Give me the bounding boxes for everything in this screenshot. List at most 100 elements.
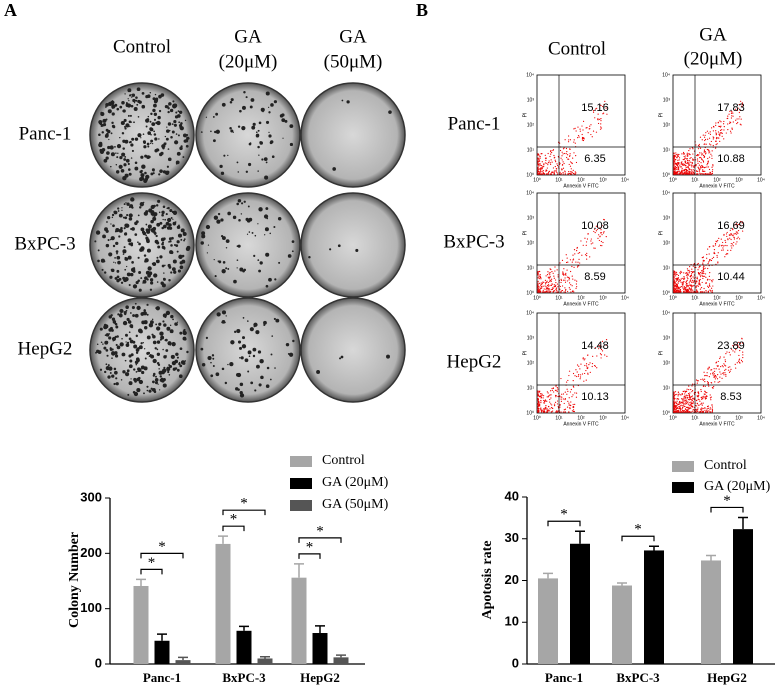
cell-event <box>602 242 603 243</box>
cell-event <box>547 396 548 397</box>
cell-event <box>682 282 683 283</box>
cell-event <box>735 233 736 234</box>
colony <box>174 140 178 144</box>
colony <box>153 205 154 206</box>
cell-event <box>705 375 706 376</box>
cell-event <box>565 173 566 174</box>
significance-label: * <box>634 522 642 538</box>
cell-event <box>677 160 678 161</box>
cell-event <box>563 161 564 162</box>
colony <box>238 125 240 127</box>
cell-event <box>569 287 570 288</box>
cell-event <box>557 396 558 397</box>
cell-event <box>553 387 554 388</box>
cell-event <box>681 164 682 165</box>
colony <box>159 332 163 336</box>
cell-event <box>702 263 703 264</box>
colony <box>150 320 154 324</box>
colony <box>155 378 159 382</box>
cell-event <box>681 166 682 167</box>
cell-event <box>594 248 595 249</box>
cell-event <box>690 389 691 390</box>
cell-event <box>573 406 574 407</box>
colony <box>219 165 222 168</box>
cell-event <box>705 273 706 274</box>
cell-event <box>699 165 700 166</box>
cell-event <box>549 160 550 161</box>
column-header: (50μM) <box>324 51 383 72</box>
colony <box>163 278 166 281</box>
colony <box>114 368 117 371</box>
bar <box>176 660 191 664</box>
cell-event <box>690 404 691 405</box>
cell-event <box>539 168 540 169</box>
colony <box>154 133 157 136</box>
cell-event <box>736 241 737 242</box>
colony <box>229 127 232 130</box>
colony <box>110 166 112 168</box>
cell-event <box>537 391 538 392</box>
cell-event <box>582 134 583 135</box>
flow-y-label: PI <box>658 231 664 236</box>
cell-event <box>574 375 575 376</box>
flow-tick-label: 10² <box>663 360 671 366</box>
cell-event <box>564 287 565 288</box>
cell-event <box>719 358 720 359</box>
y-tick-label: 200 <box>80 545 102 560</box>
colony <box>125 360 127 362</box>
colony <box>256 365 260 369</box>
cell-event <box>703 266 704 267</box>
cell-event <box>683 404 684 405</box>
cell-event <box>673 291 674 292</box>
colony <box>248 163 251 166</box>
cell-event <box>676 164 677 165</box>
colony <box>221 235 223 237</box>
flow-tick-label: 10¹ <box>691 177 699 183</box>
x-tick-label: HepG2 <box>300 670 340 685</box>
cell-event <box>567 276 568 277</box>
cell-event <box>537 277 538 278</box>
cell-event <box>716 133 717 134</box>
colony <box>136 220 139 223</box>
cell-event <box>703 271 704 272</box>
colony <box>178 269 181 272</box>
colony <box>170 136 173 139</box>
cell-event <box>701 173 702 174</box>
cell-event <box>565 139 566 140</box>
colony <box>170 244 173 247</box>
cell-event <box>538 276 539 277</box>
cell-event <box>703 380 704 381</box>
cell-event <box>544 285 545 286</box>
colony <box>129 213 133 217</box>
cell-event <box>686 290 687 291</box>
colony <box>121 338 123 340</box>
colony <box>136 388 140 392</box>
cell-event <box>569 156 570 157</box>
cell-event <box>554 157 555 158</box>
cell-event <box>709 411 710 412</box>
colony <box>157 200 160 203</box>
colony <box>184 338 187 341</box>
error-bar <box>294 564 304 578</box>
flow-tick-label: 10⁴ <box>662 190 670 196</box>
cell-event <box>555 160 556 161</box>
plate <box>196 298 300 402</box>
colony <box>173 211 177 215</box>
cell-event <box>695 287 696 288</box>
colony <box>103 347 106 350</box>
colony <box>168 264 171 267</box>
cell-event <box>582 139 583 140</box>
error-bar <box>706 555 716 560</box>
colony <box>146 386 148 388</box>
colony <box>164 265 165 266</box>
flow-tick-label: 10⁴ <box>757 415 765 421</box>
cell-event <box>568 411 569 412</box>
cell-event <box>555 390 556 391</box>
cell-event <box>551 279 552 280</box>
cell-event <box>596 132 597 133</box>
colony <box>136 281 139 284</box>
cell-event <box>709 409 710 410</box>
bar <box>155 641 170 664</box>
colony <box>136 364 138 366</box>
cell-event <box>557 403 558 404</box>
